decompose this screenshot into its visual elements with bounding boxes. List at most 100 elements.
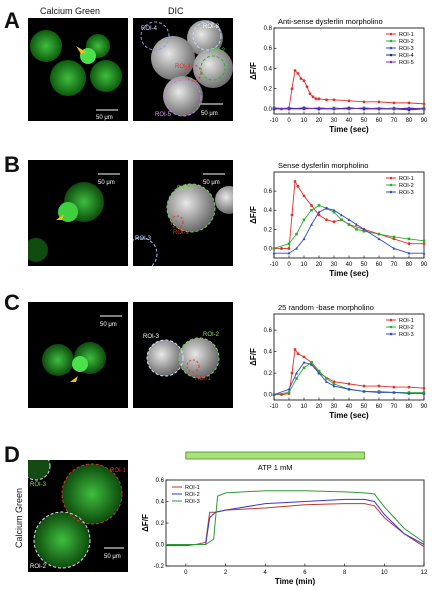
panel-c-calcium-image: 50 μm xyxy=(28,302,128,408)
panel-a-dic-svg: ROI-4 ROI-3 ROI-1 ROI-2 ROI-5 50 μm xyxy=(140,20,233,118)
data-point xyxy=(290,87,294,91)
data-point xyxy=(317,213,321,217)
data-point xyxy=(407,385,411,389)
data-point xyxy=(272,106,276,110)
x-tick-label: 0 xyxy=(287,118,291,124)
data-point xyxy=(332,220,336,224)
legend-label: ROI-3 xyxy=(185,499,200,505)
y-tick-label: 0.6 xyxy=(264,328,273,334)
x-tick-label: 70 xyxy=(391,118,398,124)
roi-label: ROI-1 xyxy=(195,376,212,382)
data-point xyxy=(422,107,426,111)
y-tick-label: 0.2 xyxy=(156,521,165,527)
data-point xyxy=(317,371,321,375)
data-point xyxy=(392,235,396,239)
data-point xyxy=(310,208,313,212)
data-point xyxy=(310,222,313,226)
x-tick-label: 60 xyxy=(376,118,383,124)
y-tick-label: 0.4 xyxy=(264,66,273,72)
scale-bar-label: 50 μm xyxy=(203,180,220,186)
data-point xyxy=(377,237,381,241)
data-point xyxy=(362,227,366,231)
legend-label: ROI-1 xyxy=(185,485,200,491)
data-point xyxy=(287,242,291,245)
y-tick-label: 0.0 xyxy=(264,107,273,113)
y-tick-label: 0.6 xyxy=(264,46,273,52)
panel-c-calcium-svg: 50 μm xyxy=(42,315,122,382)
legend-label: ROI-2 xyxy=(185,492,200,498)
data-point xyxy=(407,242,411,246)
x-tick-label: 12 xyxy=(421,570,428,576)
data-point xyxy=(332,107,336,111)
data-point xyxy=(314,97,318,101)
data-point xyxy=(332,382,336,386)
data-point xyxy=(296,184,300,188)
x-tick-label: 80 xyxy=(406,262,413,268)
x-tick-label: 80 xyxy=(406,404,413,410)
data-point xyxy=(347,387,351,391)
x-tick-label: 0 xyxy=(287,404,291,410)
legend-label: ROI-3 xyxy=(399,332,414,338)
data-point xyxy=(325,206,328,210)
x-tick-label: 60 xyxy=(376,262,383,268)
data-point xyxy=(293,348,297,351)
data-point xyxy=(302,366,306,370)
x-tick-label: 30 xyxy=(331,404,338,410)
data-point xyxy=(287,387,291,391)
roi-label: ROI-1 xyxy=(175,64,192,70)
data-point xyxy=(362,100,366,104)
data-point xyxy=(332,384,336,388)
data-point xyxy=(317,106,321,110)
atp-bar xyxy=(185,451,365,460)
data-point xyxy=(311,95,315,99)
legend-label: ROI-1 xyxy=(399,32,414,38)
data-point xyxy=(340,218,343,222)
data-point xyxy=(325,98,328,102)
data-point xyxy=(317,97,321,101)
legend-marker xyxy=(389,60,393,64)
data-point xyxy=(377,107,381,111)
y-axis-label: ΔF/F xyxy=(249,348,258,366)
x-tick-label: 10 xyxy=(301,118,308,124)
data-point xyxy=(347,223,351,226)
atp-label: ATP 1 mM xyxy=(258,463,293,472)
x-tick-label: 6 xyxy=(303,570,307,576)
x-axis-label: Time (min) xyxy=(275,577,316,586)
chart-a: Anti-sense dysferlin morpholino -10 0 10 20 3… xyxy=(249,17,428,134)
data-point xyxy=(293,69,297,72)
data-point xyxy=(407,237,411,241)
data-point xyxy=(325,380,328,383)
roi-label: ROI-2 xyxy=(30,564,47,570)
legend-marker xyxy=(389,32,393,36)
roi-label: ROI-3 xyxy=(135,236,152,242)
data-point xyxy=(302,355,306,359)
x-tick-label: 2 xyxy=(224,570,228,576)
data-point xyxy=(422,242,426,246)
legend-marker xyxy=(389,176,393,180)
data-point xyxy=(325,377,328,380)
data-point xyxy=(317,210,321,214)
x-tick-label: 70 xyxy=(391,262,398,268)
data-point xyxy=(290,371,294,375)
data-point xyxy=(287,251,291,255)
panel-letter-d: D xyxy=(4,442,20,467)
x-tick-label: 70 xyxy=(391,404,398,410)
data-point xyxy=(295,377,298,380)
series-line xyxy=(166,498,425,547)
y-tick-label: 0.6 xyxy=(264,189,273,195)
roi-label: ROI-3 xyxy=(30,482,47,488)
x-tick-label: 50 xyxy=(361,262,368,268)
x-tick-label: 8 xyxy=(343,570,347,576)
y-axis-label: ΔF/F xyxy=(141,514,150,532)
data-point xyxy=(317,204,321,207)
panel-b-dic-svg: ROI-2 ROI-3 ROI-1 50 μm xyxy=(133,173,233,266)
data-point xyxy=(295,371,298,375)
data-point xyxy=(377,100,381,104)
legend-label: ROI-3 xyxy=(399,190,414,196)
y-axis-label: ΔF/F xyxy=(249,206,258,224)
series-line xyxy=(273,204,425,249)
y-tick-label: 0.6 xyxy=(156,478,165,484)
series-line xyxy=(274,207,424,254)
plot-frame xyxy=(165,479,425,567)
roi-label: ROI-1 xyxy=(110,468,127,474)
